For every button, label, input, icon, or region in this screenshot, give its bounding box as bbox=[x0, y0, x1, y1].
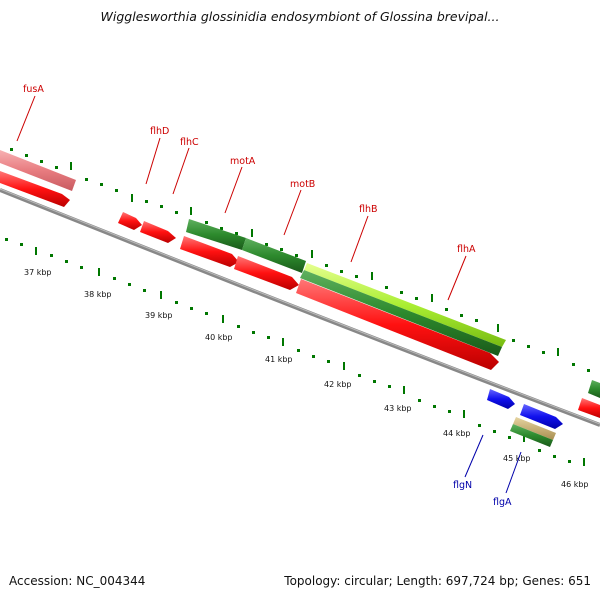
gene-label-flhB: flhB bbox=[359, 204, 378, 215]
scale-label-41kbp: 41 kbp bbox=[265, 355, 293, 364]
gene-flhC-bar bbox=[140, 221, 176, 243]
gene-flhB-green bbox=[300, 270, 502, 356]
scale-label-37kbp: 37 kbp bbox=[24, 268, 52, 277]
gene-label-flhD: flhD bbox=[150, 126, 169, 137]
gene-edge-green bbox=[588, 380, 600, 398]
gene-red-1 bbox=[0, 171, 70, 207]
scale-label-44kbp: 44 kbp bbox=[443, 429, 471, 438]
accession-text: Accession: NC_004344 bbox=[9, 574, 146, 588]
gene-motA-red bbox=[180, 236, 239, 267]
gene-label-motB: motB bbox=[290, 179, 315, 190]
scale-label-43kbp: 43 kbp bbox=[384, 404, 412, 413]
gene-flgA-blue bbox=[520, 404, 563, 429]
scale-label-42kbp: 42 kbp bbox=[324, 380, 352, 389]
gene-flgN-bar bbox=[487, 389, 515, 409]
gene-flgA-green bbox=[510, 424, 553, 447]
gene-label-motA: motA bbox=[230, 156, 256, 167]
gene-flhB-lime bbox=[304, 263, 506, 347]
map-title: Wigglesworthia glossinidia endosymbiont … bbox=[100, 9, 500, 24]
genome-backbone bbox=[0, 188, 600, 427]
gene-label-flhC: flhC bbox=[180, 137, 199, 148]
gene-label-fusA: fusA bbox=[23, 84, 44, 95]
label-leaders bbox=[16, 95, 522, 494]
gene-motA-green bbox=[186, 219, 246, 250]
inner-tick-ring bbox=[5, 238, 585, 466]
gene-motB-red bbox=[234, 256, 299, 290]
gene-flhA-red bbox=[296, 279, 499, 370]
gene-motB-green bbox=[242, 238, 306, 273]
scale-label-39kbp: 39 kbp bbox=[145, 311, 173, 320]
gene-features bbox=[0, 150, 600, 447]
topology-text: Topology: circular; Length: 697,724 bp; … bbox=[284, 574, 591, 588]
gene-edge-red bbox=[578, 398, 600, 418]
gene-label-flhA: flhA bbox=[457, 244, 476, 255]
scale-label-38kbp: 38 kbp bbox=[84, 290, 112, 299]
scale-label-45kbp: 45 kbp bbox=[503, 454, 531, 463]
scale-label-46kbp: 46 kbp bbox=[561, 480, 589, 489]
gene-label-flgN: flgN bbox=[453, 480, 472, 491]
outer-tick-ring bbox=[10, 148, 590, 372]
gene-fusA-bar bbox=[0, 150, 76, 191]
gene-flgA-tan bbox=[513, 417, 556, 440]
gene-label-flgA: flgA bbox=[493, 497, 512, 508]
scale-label-40kbp: 40 kbp bbox=[205, 333, 233, 342]
gene-flhD-bar bbox=[118, 212, 142, 230]
